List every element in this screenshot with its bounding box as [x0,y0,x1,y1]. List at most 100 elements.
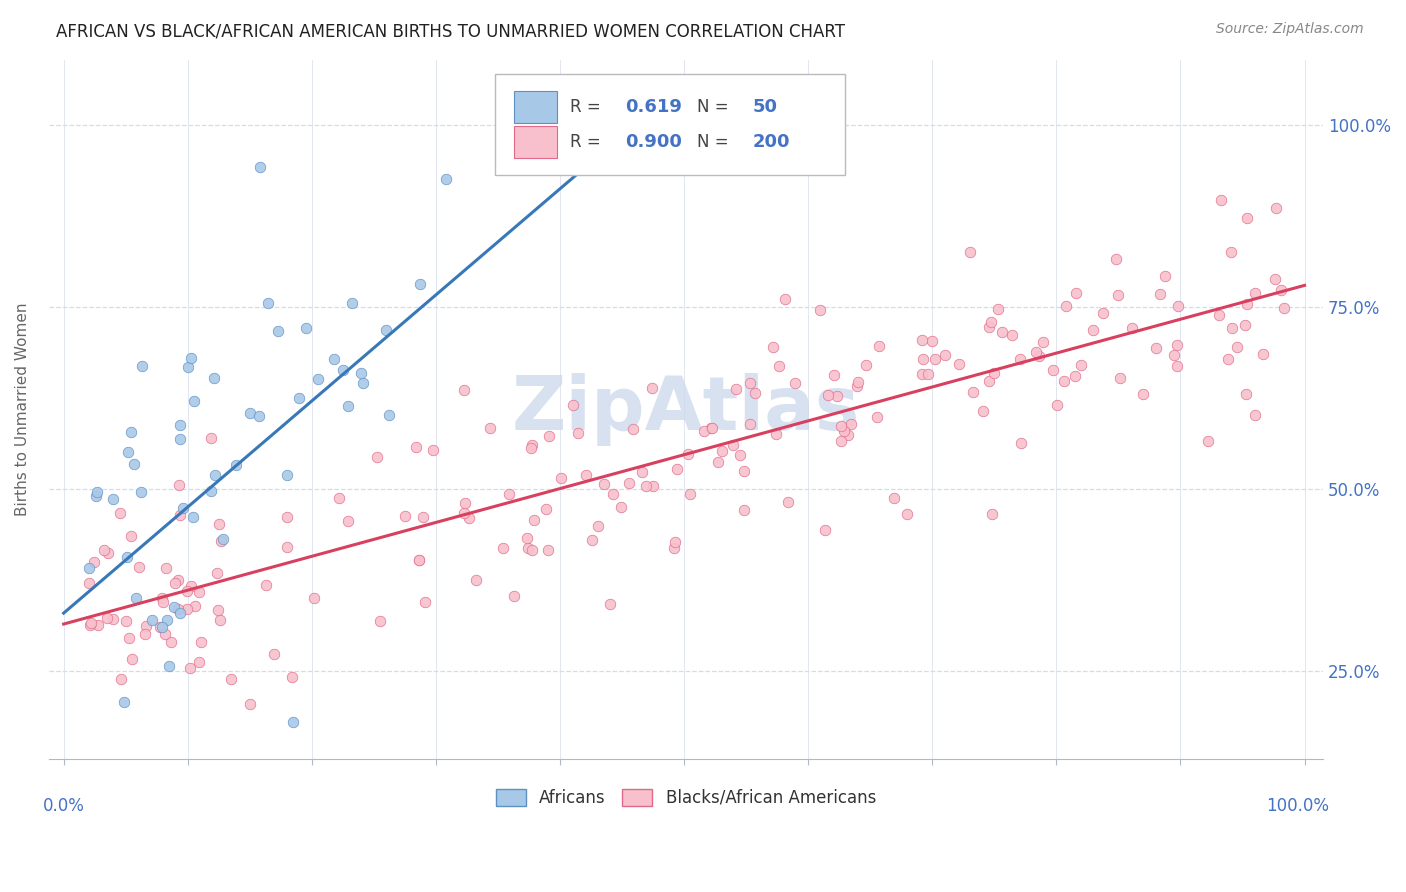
Point [846,375,869,389]
Point [520,438,543,452]
Point [817,388,839,402]
Point [209,534,232,549]
Point [1208,308,1230,322]
Point [349,366,371,380]
Point [77,575,100,590]
Point [1032,335,1054,350]
Point [378,408,401,422]
Point [204,467,226,482]
Point [267,324,290,338]
Point [336,399,359,413]
Point [765,426,787,441]
Point [200,431,222,445]
Point [295,320,318,334]
Text: N =: N = [697,98,734,116]
Point [131,359,153,374]
Point [707,455,730,469]
Point [408,553,430,567]
Point [163,600,186,615]
Point [208,613,231,627]
Point [1056,299,1078,313]
Point [370,615,392,629]
Point [1081,323,1104,337]
Point [981,508,1004,522]
Text: Source: ZipAtlas.com: Source: ZipAtlas.com [1216,22,1364,37]
Point [814,523,837,537]
Point [436,171,458,186]
Point [212,532,235,546]
Point [837,428,859,442]
Point [830,419,852,434]
Point [503,589,526,603]
Point [1270,284,1292,298]
Point [537,542,560,557]
Point [180,351,202,365]
Point [1220,321,1243,335]
Point [517,541,540,556]
Point [711,444,734,458]
Point [896,507,918,521]
Point [1166,359,1188,373]
Point [1149,287,1171,301]
Point [141,613,163,627]
Point [980,315,1002,329]
Point [762,340,785,354]
Point [166,602,188,616]
Point [1197,434,1219,448]
Point [634,479,657,493]
Text: R =: R = [569,98,606,116]
Point [117,631,139,645]
Point [257,296,280,310]
Point [125,591,148,605]
Point [1209,194,1232,208]
Point [1121,320,1143,334]
Point [202,370,225,384]
Point [307,372,329,386]
Point [84,489,107,503]
Point [117,444,139,458]
Point [405,440,427,454]
Point [846,379,869,393]
Point [93,542,115,557]
Point [120,425,142,440]
Point [1109,371,1132,385]
Point [394,509,416,524]
Point [176,583,198,598]
Point [1163,348,1185,362]
Point [868,339,890,353]
Point [79,617,101,632]
Point [374,322,396,336]
Point [413,595,436,609]
Point [190,635,212,649]
Y-axis label: Births to Unmarried Women: Births to Unmarried Women [15,302,30,516]
Point [516,531,538,545]
Point [676,447,699,461]
Point [979,374,1001,388]
Point [830,434,852,448]
Text: 0.0%: 0.0% [42,797,84,815]
Point [883,491,905,505]
Point [823,368,845,382]
Point [1028,350,1050,364]
Point [115,550,138,565]
Point [1251,347,1274,361]
Point [733,503,755,517]
Point [108,507,131,521]
Point [1144,341,1167,355]
Point [169,432,191,446]
Point [1243,408,1265,422]
Point [783,376,806,391]
Point [911,333,934,347]
Point [959,245,981,260]
Point [1064,368,1087,383]
Point [1025,345,1047,359]
Point [97,546,120,560]
Point [523,513,546,527]
Point [288,391,311,405]
Point [155,560,177,574]
Point [169,606,191,620]
FancyBboxPatch shape [515,126,557,158]
Point [977,319,1000,334]
Point [723,438,745,452]
Point [567,425,589,440]
